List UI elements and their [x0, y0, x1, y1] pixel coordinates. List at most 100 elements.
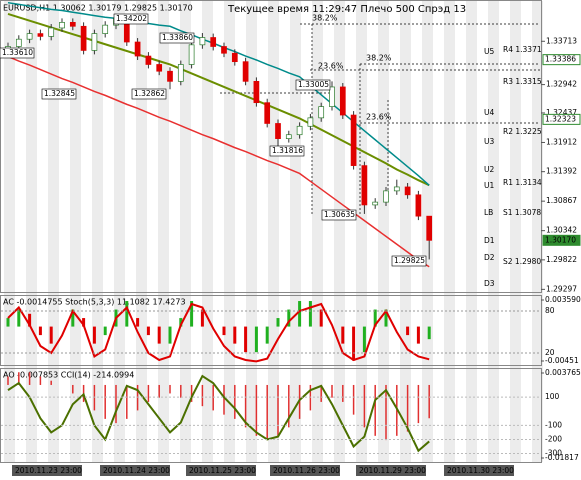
price-label-box — [0, 47, 35, 59]
price-label-box — [131, 88, 167, 100]
cci-tick-label: -300 — [545, 449, 562, 458]
price-label: 1.32862 — [134, 89, 165, 98]
cci-tick-label: 100 — [545, 392, 560, 401]
y-tick-label: 1.32437 — [546, 108, 577, 117]
pivot-label: R3 1.3315 — [503, 77, 542, 86]
candle-body — [177, 64, 184, 82]
time-label-box — [12, 465, 82, 476]
candle-body — [329, 86, 335, 107]
candle-body — [426, 215, 433, 241]
day-band — [466, 1, 477, 462]
candle-body — [221, 46, 227, 54]
time-label-box — [270, 465, 340, 476]
candle-body — [372, 201, 379, 206]
day-band — [136, 1, 147, 462]
ma-lines — [7, 1, 430, 268]
price-label: 1.33005 — [298, 80, 329, 89]
candle-body — [339, 86, 346, 116]
price-marker-label: 1.32323 — [545, 114, 576, 123]
price-label-box — [113, 13, 149, 25]
fib-label: 23.6% — [318, 62, 344, 71]
price-label: 1.32845 — [44, 89, 75, 98]
pivot-label: R1 1.3134 — [503, 178, 542, 187]
candle-body — [242, 61, 249, 82]
price-marker — [542, 54, 581, 66]
price-label: 1.30635 — [324, 210, 355, 219]
pivot-label: R4 1.3371 — [503, 45, 542, 54]
price-label-box — [159, 32, 195, 44]
price-label-box — [269, 145, 305, 157]
ao-tick-label: -0.01817 — [545, 453, 579, 462]
y-tick-label: 1.31392 — [546, 167, 577, 176]
day-band — [334, 1, 345, 462]
pivot-label: S1 1.3078 — [503, 208, 541, 217]
ac-tick-label: 0.003590 — [545, 295, 581, 304]
candle-body — [383, 190, 389, 203]
ao-panel — [0, 368, 542, 463]
candle-body — [48, 27, 55, 37]
fib-label: 38.2% — [366, 54, 392, 63]
candle-body — [285, 134, 292, 139]
candle-body — [231, 52, 238, 63]
ao-title: AO -0.007853 CCI(14) -214.0994 — [3, 371, 134, 380]
candle-body — [318, 106, 325, 119]
subtitle: Текущее время 11:29:47 Плечо 500 Спрэд 1… — [227, 4, 466, 15]
cci-tick-label: -100 — [545, 420, 562, 429]
time-label: 2010.11.30 23:00 — [447, 466, 514, 475]
day-band — [444, 1, 455, 462]
moving-average — [7, 1, 430, 186]
time-label-box — [356, 465, 426, 476]
price-label-box — [321, 209, 357, 221]
pivot-label: D1 — [484, 236, 495, 245]
time-label: 2010.11.29 23:00 — [359, 466, 426, 475]
time-label: 2010.11.25 23:00 — [189, 466, 256, 475]
day-band — [268, 1, 279, 462]
cci-tick-label: -200 — [545, 434, 562, 443]
ao-tick-label: 0.003765 — [545, 368, 581, 377]
price-label-box — [391, 255, 427, 267]
price-label: 1.34202 — [116, 14, 147, 23]
candle-body — [361, 165, 368, 206]
y-tick-label: 1.29297 — [546, 284, 577, 293]
day-band — [378, 1, 389, 462]
pivot-label: LB — [484, 208, 493, 217]
price-marker — [542, 234, 581, 246]
y-tick-label: 1.33713 — [546, 36, 577, 45]
day-band — [488, 1, 499, 462]
day-band — [158, 1, 169, 462]
candle-body — [275, 123, 281, 139]
day-band — [4, 1, 15, 462]
y-tick-label: 1.30342 — [546, 226, 577, 235]
time-label-box — [186, 465, 256, 476]
day-band — [92, 1, 103, 462]
price-label: 1.33610 — [2, 48, 33, 57]
y-tick-label: 1.30867 — [546, 196, 577, 205]
day-band — [400, 1, 411, 462]
day-band — [48, 1, 59, 462]
price-label: 1.33860 — [162, 33, 193, 42]
stoch-tick-label: 20 — [545, 348, 555, 357]
y-tick-label: 1.29822 — [546, 255, 577, 264]
day-band — [180, 1, 191, 462]
price-marker-label: 1.33386 — [545, 55, 576, 64]
candle-body — [393, 186, 400, 192]
y-tick-label: 1.32942 — [546, 80, 577, 89]
moving-average — [7, 12, 430, 187]
day-band — [532, 1, 543, 462]
ac-title: AC -0.0014755 Stoch(5,3,3) 11.1082 17.42… — [3, 298, 186, 307]
day-band — [312, 1, 323, 462]
day-band — [70, 1, 81, 462]
candle-body — [59, 21, 65, 29]
day-band — [246, 1, 257, 462]
pivot-label: U5 — [484, 47, 494, 56]
day-band — [114, 1, 125, 462]
ac-tick-label: -0.00451 — [545, 356, 579, 365]
pivot-label: U4 — [484, 108, 494, 117]
price-marker — [542, 113, 581, 125]
candle-body — [296, 125, 303, 136]
candle-body — [145, 55, 152, 65]
time-label: 2010.11.23 23:00 — [15, 466, 82, 475]
candle-body — [15, 38, 22, 47]
candles — [5, 13, 433, 260]
